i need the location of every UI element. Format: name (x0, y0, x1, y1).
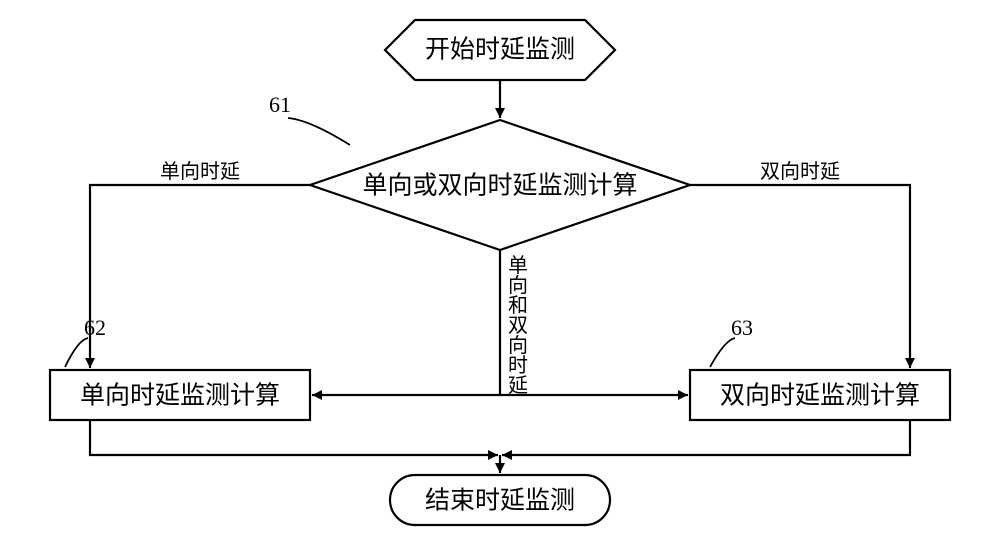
svg-text:时: 时 (508, 354, 528, 377)
svg-text:双: 双 (508, 315, 528, 337)
svg-text:和: 和 (508, 294, 528, 317)
edge-decision-right: 双向时延 (690, 160, 910, 368)
end-node: 结束时延监测 (390, 475, 610, 525)
edge-bottom-merge (90, 420, 910, 473)
right-label: 双向时延监测计算 (720, 382, 920, 410)
edge-right-label: 双向时延 (760, 160, 840, 183)
edge-decision-left: 单向时延 (90, 160, 310, 368)
end-label: 结束时延监测 (425, 487, 575, 515)
start-node: 开始时延监测 (385, 20, 615, 80)
left-ref: 62 (84, 315, 106, 340)
svg-text:向: 向 (508, 274, 528, 297)
left-label: 单向时延监测计算 (80, 382, 280, 410)
svg-text:单: 单 (508, 254, 528, 277)
edge-left-label: 单向时延 (160, 160, 240, 183)
edge-decision-down: 单 向 和 双 向 时 延 (312, 250, 688, 397)
decision-node: 单向或双向时延监测计算 61 (269, 92, 690, 250)
right-ref: 63 (731, 315, 753, 340)
start-label: 开始时延监测 (425, 36, 575, 64)
edge-down-label: 单 向 和 双 向 时 延 (508, 254, 528, 397)
decision-label: 单向或双向时延监测计算 (362, 172, 637, 200)
svg-text:延: 延 (508, 374, 528, 397)
svg-text:向: 向 (508, 334, 528, 357)
decision-ref: 61 (269, 92, 291, 117)
